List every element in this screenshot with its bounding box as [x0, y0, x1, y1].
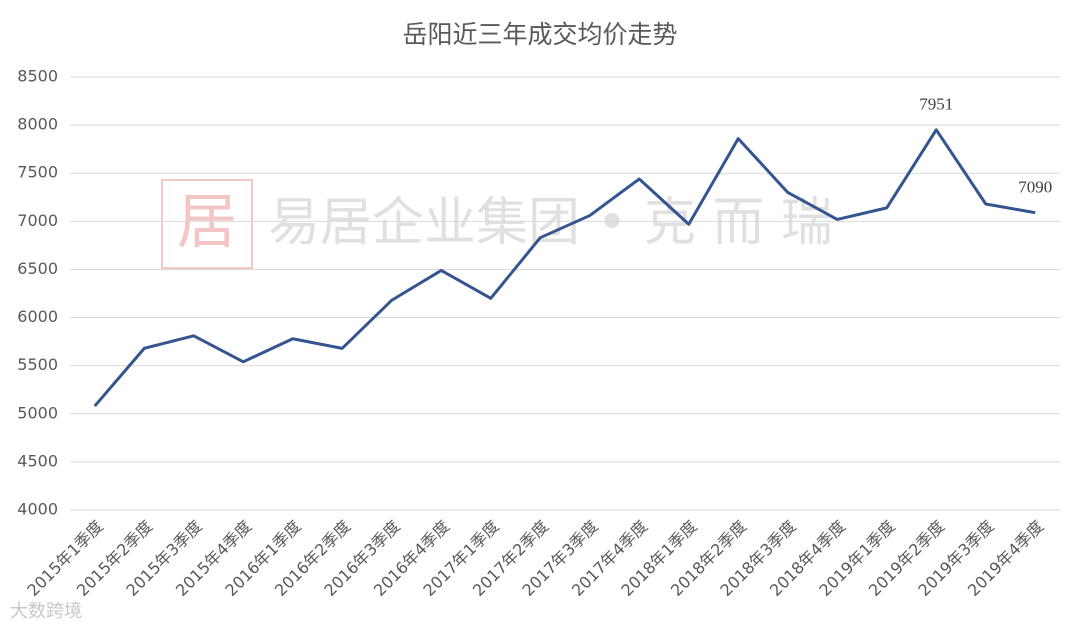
series-line	[93, 128, 1036, 408]
y-tick-label: 8000	[17, 115, 58, 134]
y-tick-label: 8500	[17, 67, 58, 86]
chart-title: 岳阳近三年成交均价走势	[402, 20, 677, 49]
y-tick-label: 7000	[17, 211, 58, 230]
logo-glyph: 居	[177, 188, 237, 258]
logo-frame	[161, 179, 253, 269]
y-tick-label: 6500	[17, 259, 58, 278]
corner-watermark: 大数跨境	[10, 601, 82, 622]
y-tick-label: 6000	[17, 307, 58, 326]
data-label: 7090	[1018, 178, 1052, 197]
y-tick-label: 4500	[17, 451, 58, 470]
data-label: 7951	[919, 95, 953, 114]
watermark: 易居企业集团 • 克 而 瑞	[268, 193, 833, 253]
y-tick-label: 5500	[17, 355, 58, 374]
y-tick-label: 5000	[17, 403, 58, 422]
y-tick-label: 7500	[17, 163, 58, 182]
y-tick-label: 4000	[17, 500, 58, 519]
